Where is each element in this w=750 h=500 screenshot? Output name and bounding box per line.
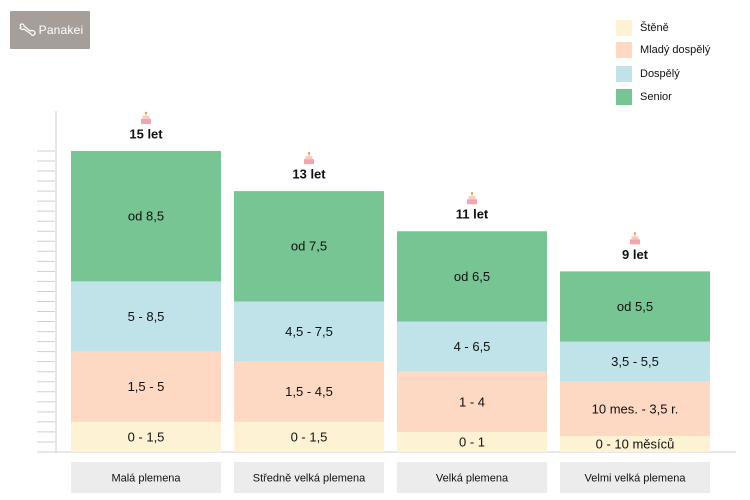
bar-segment-2-1: [234, 421, 384, 452]
category-box-2: [234, 462, 384, 493]
category-label-3: Velká plemena: [436, 472, 509, 484]
logo-text: Panakei: [38, 23, 84, 37]
birthday-cake-icon-1: [141, 111, 151, 124]
legend-swatch-senior: [616, 89, 632, 105]
bar-segment-4-3: [560, 341, 710, 382]
bar-segment-2-4: [234, 191, 384, 302]
total-age-label-4: 9 let: [622, 247, 649, 262]
category-label-1: Malá plemena: [111, 472, 181, 484]
segment-label-3-1: 0 - 1: [459, 434, 485, 449]
bar-segment-1-4: [71, 150, 221, 282]
bar-segment-1-2: [71, 351, 221, 422]
bar-segment-2-3: [234, 301, 384, 362]
legend-swatch-stene: [616, 20, 632, 36]
birthday-cake-icon-3: [467, 192, 477, 205]
category-label-4: Velmi velká plemena: [585, 472, 687, 484]
bar-segment-3-2: [397, 371, 547, 432]
category-box-4: [560, 462, 710, 493]
category-box-1: [71, 462, 221, 493]
legend-swatch-dospely: [616, 66, 632, 82]
legend-item-stene: Štěně: [616, 20, 746, 36]
segment-label-1-1: 0 - 1,5: [128, 429, 165, 444]
segment-label-1-3: 5 - 8,5: [128, 309, 165, 324]
legend-item-mlady-dospely: Mladý dospělý: [616, 42, 746, 58]
segment-label-2-1: 0 - 1,5: [291, 429, 328, 444]
bar-segment-4-1: [560, 435, 710, 452]
legend-item-senior: Senior: [616, 89, 746, 105]
category-label-2: Středně velká plemena: [253, 472, 366, 484]
segment-label-4-3: 3,5 - 5,5: [611, 354, 659, 369]
segment-label-4-1: 0 - 10 měsíců: [596, 436, 675, 451]
bar-segment-3-1: [397, 431, 547, 452]
total-age-label-1: 15 let: [129, 126, 163, 141]
bar-segment-1-1: [71, 421, 221, 452]
legend-label-stene: Štěně: [640, 22, 669, 34]
panakei-logo: Panakei: [10, 11, 90, 49]
bar-segment-3-4: [397, 231, 547, 322]
segment-label-1-4: od 8,5: [128, 209, 164, 224]
legend-label-mlady-dospely: Mladý dospělý: [640, 44, 711, 56]
segment-label-3-2: 1 - 4: [459, 394, 485, 409]
segment-label-1-2: 1,5 - 5: [128, 379, 165, 394]
legend-label-dospely: Dospělý: [640, 68, 680, 80]
segment-label-2-3: 4,5 - 7,5: [285, 324, 333, 339]
birthday-cake-icon-2: [304, 151, 314, 165]
segment-label-3-3: 4 - 6,5: [454, 339, 491, 354]
segment-label-2-4: od 7,5: [291, 239, 327, 254]
birthday-cake-icon-4: [630, 232, 640, 245]
segment-label-3-4: od 6,5: [454, 269, 490, 284]
bar-segment-1-3: [71, 281, 221, 352]
category-box-3: [397, 462, 547, 493]
bar-segment-4-2: [560, 381, 710, 436]
legend-swatch-mlady-dospely: [616, 42, 632, 58]
legend-item-dospely: Dospělý: [616, 66, 746, 82]
legend-label-senior: Senior: [640, 91, 672, 103]
segment-label-4-2: 10 mes. - 3,5 r.: [592, 401, 679, 416]
segment-label-2-2: 1,5 - 4,5: [285, 384, 333, 399]
bar-segment-4-4: [560, 271, 710, 342]
total-age-label-2: 13 let: [292, 167, 326, 182]
bar-segment-2-2: [234, 361, 384, 422]
total-age-label-3: 11 let: [456, 207, 489, 222]
segment-label-4-4: od 5,5: [617, 299, 653, 314]
bar-segment-3-3: [397, 321, 547, 372]
bone-icon: [19, 23, 36, 36]
